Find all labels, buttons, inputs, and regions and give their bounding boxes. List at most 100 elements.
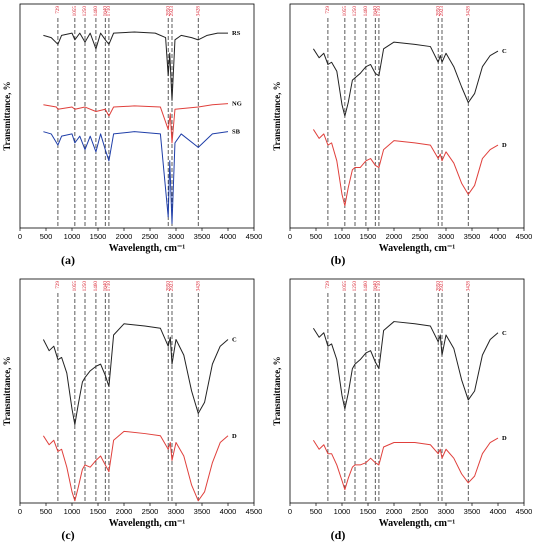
y-axis-label: Transmittance, %: [2, 356, 12, 425]
series-label: D: [232, 433, 237, 440]
peak-label: 1710: [106, 281, 112, 292]
x-tick-label: 1000: [334, 507, 351, 516]
peak-label: 2923: [169, 6, 175, 17]
x-tick-label: 3500: [194, 507, 211, 516]
plot-frame: [19, 278, 255, 504]
peak-label: 1250: [82, 281, 88, 292]
peak-label: 1710: [376, 6, 382, 17]
x-tick-label: 2500: [412, 232, 429, 241]
series-label: D: [502, 142, 507, 149]
peak-label: 1710: [376, 281, 382, 292]
peak-label: 729: [325, 6, 331, 14]
peak-label: 1640: [102, 281, 108, 292]
series-label: C: [502, 330, 507, 337]
peak-label: 2923: [439, 281, 445, 292]
x-tick-label: 4500: [246, 507, 263, 516]
peak-label: 3428: [195, 6, 201, 17]
x-tick-label: 4000: [490, 232, 507, 241]
x-tick-label: 500: [310, 232, 323, 241]
peak-label: 1460: [363, 6, 369, 17]
x-tick-label: 3000: [168, 232, 185, 241]
x-tick-label: 4500: [516, 507, 533, 516]
series-label: D: [502, 435, 507, 442]
series-line-c: [42, 323, 229, 426]
x-tick-label: 3000: [168, 507, 185, 516]
peak-label: 3428: [195, 281, 201, 292]
series-line-rs: [43, 31, 228, 101]
x-tick-label: 4500: [516, 232, 533, 241]
x-tick-label: 3000: [438, 507, 455, 516]
panel-caption: (b): [330, 253, 346, 267]
x-tick-label: 3000: [438, 232, 455, 241]
plot-frame: [289, 3, 525, 229]
x-tick-label: 2500: [142, 507, 159, 516]
peak-label: 1055: [342, 281, 348, 292]
x-tick-label: 2500: [142, 232, 159, 241]
panel-caption: (d): [330, 528, 346, 542]
x-tick-label: 4500: [246, 232, 263, 241]
peak-label: 1460: [93, 281, 99, 292]
y-axis-label: Transmittance, %: [272, 356, 282, 425]
peak-label: 2850: [165, 281, 171, 292]
series-label: RS: [232, 30, 241, 37]
x-tick-label: 2000: [116, 232, 133, 241]
x-tick-label: 500: [40, 232, 53, 241]
peak-label: 1250: [352, 281, 358, 292]
x-axis-label: Wavelength, cm⁻¹: [109, 518, 186, 529]
x-axis-label: Wavelength, cm⁻¹: [379, 243, 456, 254]
peak-label: 1640: [372, 281, 378, 292]
y-axis-label: Transmittance, %: [272, 81, 282, 150]
x-tick-label: 1000: [64, 507, 81, 516]
panel-caption: (a): [61, 253, 75, 267]
x-tick-label: 1000: [64, 232, 81, 241]
peak-label: 1055: [342, 6, 348, 17]
x-tick-label: 4000: [220, 507, 237, 516]
panel-caption: (c): [61, 528, 75, 542]
peak-label: 1055: [72, 281, 78, 292]
series-label: SB: [232, 129, 241, 136]
x-tick-label: 1500: [360, 507, 377, 516]
series-line-d: [312, 129, 499, 207]
x-tick-label: 3500: [194, 232, 211, 241]
series-line-c: [312, 41, 499, 117]
x-axis-label: Wavelength, cm⁻¹: [379, 518, 456, 529]
x-tick-label: 0: [18, 507, 22, 516]
x-tick-label: 1500: [360, 232, 377, 241]
series-line-ng: [43, 103, 229, 144]
peak-label: 1250: [82, 6, 88, 17]
peak-label: 1250: [352, 6, 358, 17]
x-tick-label: 1000: [334, 232, 351, 241]
peak-label: 1640: [372, 6, 378, 17]
x-tick-label: 3500: [464, 507, 481, 516]
series-line-sb: [43, 131, 229, 225]
peak-label: 2850: [165, 6, 171, 17]
series-line-c: [312, 321, 499, 410]
series-label: NG: [232, 101, 242, 108]
series-label: C: [502, 48, 507, 55]
series-line-d: [312, 437, 499, 491]
y-axis-label: Transmittance, %: [2, 81, 12, 150]
x-axis-label: Wavelength, cm⁻¹: [109, 243, 186, 254]
peak-label: 729: [55, 6, 61, 14]
x-tick-label: 3500: [464, 232, 481, 241]
peak-label: 729: [55, 281, 61, 289]
series-label: C: [232, 336, 237, 343]
peak-label: 3428: [465, 281, 471, 292]
peak-label: 2923: [169, 281, 175, 292]
x-tick-label: 500: [310, 507, 323, 516]
x-tick-label: 2000: [116, 507, 133, 516]
x-tick-label: 1500: [90, 232, 107, 241]
peak-label: 2850: [435, 6, 441, 17]
peak-label: 1055: [72, 6, 78, 17]
series-line-d: [42, 430, 229, 502]
x-tick-label: 4000: [490, 507, 507, 516]
plot-frame: [19, 3, 255, 229]
peak-label: 3428: [465, 6, 471, 17]
x-tick-label: 2500: [412, 507, 429, 516]
plot-frame: [289, 278, 525, 504]
